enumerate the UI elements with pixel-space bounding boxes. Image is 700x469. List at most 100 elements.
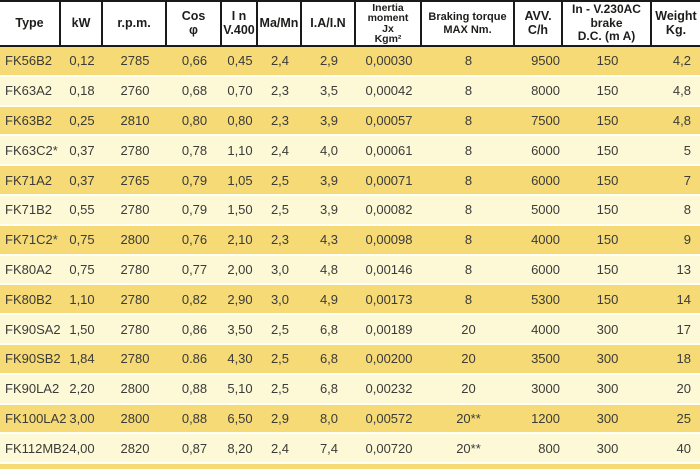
cell-weight: 4,2 [672, 53, 691, 69]
table-row: FK63A2 0,18 2760 0,68 0,70 2,3 3,5 0,000… [0, 76, 700, 107]
cell-inertia: 0,00098 [365, 232, 413, 248]
cell-weight: 25 [676, 410, 691, 426]
cell-avv: 800 [538, 440, 560, 456]
cell-cos-phi: 0,66 [181, 53, 208, 69]
cell-type: FK112MB2 [5, 440, 70, 456]
cell-cos-phi: 0,80 [181, 112, 208, 128]
cell-cos-phi: 0,78 [181, 142, 208, 158]
cell-inertia: 0,00200 [365, 351, 413, 367]
cell-brake-dc: 300 [596, 321, 619, 337]
cell-avv: 3000 [531, 381, 560, 397]
cell-in-v400: 3,50 [227, 321, 253, 337]
cell-brake-dc: 150 [596, 202, 619, 218]
cell-inertia: 0,00720 [365, 440, 413, 456]
cell-in-v400: 5,10 [227, 381, 253, 397]
cell-inertia: 0,00057 [365, 112, 413, 128]
cell-kw: 1,84 [69, 351, 95, 367]
cell-cos-phi: 0,87 [181, 440, 208, 456]
table-row: FK63C2* 0,37 2780 0,78 1,10 2,4 4,0 0,00… [0, 136, 700, 167]
cell-kw: 1,10 [69, 291, 95, 307]
table-header: Type kW r.p.m. Cos φ I n V.400 Ma/Mn I.A… [0, 0, 700, 47]
cell-avv: 8000 [531, 83, 560, 99]
cell-avv: 1200 [531, 410, 560, 426]
cell-type: FK90SB2 [5, 351, 61, 367]
cell-rpm: 2780 [120, 261, 150, 277]
cell-weight: 5 [683, 142, 691, 158]
cell-kw: 0,75 [69, 261, 95, 277]
cell-type: FK90LA2 [5, 381, 60, 397]
cell-weight: 9 [683, 232, 691, 248]
cell-avv: 4000 [531, 232, 560, 248]
cell-cos-phi: 0,86 [181, 321, 208, 337]
cell-inertia: 0,00030 [365, 53, 413, 69]
table-body: FK56B2 0,12 2785 0,66 0,45 2,4 2,9 0,000… [0, 47, 700, 465]
cell-ma-mn: 2,4 [270, 53, 290, 69]
table-row: FK90SB2 1,84 2780 0.86 4,30 2,5 6,8 0,00… [0, 344, 700, 375]
cell-cos-phi: 0,77 [181, 261, 208, 277]
table-row: FK71A2 0,37 2765 0,79 1,05 2,5 3,9 0,000… [0, 166, 700, 196]
cell-ia-in: 4,9 [319, 291, 339, 307]
cell-ma-mn: 2,3 [270, 232, 290, 248]
cell-ma-mn: 2,5 [270, 202, 290, 218]
table-row: FK71C2* 0,75 2800 0,76 2,10 2,3 4,3 0,00… [0, 225, 700, 256]
table-row: FK112MB2 4,00 2820 0,87 8,20 2,4 7,4 0,0… [0, 434, 700, 465]
cell-in-v400: 1,05 [227, 172, 253, 188]
cell-inertia: 0,00572 [365, 410, 413, 426]
cell-avv: 5000 [531, 202, 560, 218]
cell-kw: 4,00 [69, 440, 95, 456]
cell-braking-torque: 8 [464, 83, 473, 99]
cell-brake-dc: 150 [596, 261, 619, 277]
cell-avv: 5300 [531, 291, 560, 307]
cell-ma-mn: 2,5 [270, 172, 290, 188]
cell-avv: 6000 [531, 261, 560, 277]
cell-braking-torque: 20 [461, 351, 476, 367]
cell-weight: 7 [683, 172, 691, 188]
cell-cos-phi: 0.86 [181, 351, 208, 367]
cell-kw: 0,55 [69, 202, 95, 218]
cell-ia-in: 8,0 [319, 410, 339, 426]
cell-cos-phi: 0,68 [181, 83, 208, 99]
cell-kw: 0,75 [69, 232, 95, 248]
cell-brake-dc: 300 [596, 410, 619, 426]
cell-rpm: 2800 [120, 232, 150, 248]
cell-rpm: 2820 [120, 440, 150, 456]
cell-weight: 14 [676, 291, 691, 307]
cell-braking-torque: 8 [464, 112, 473, 128]
cell-ia-in: 6,8 [319, 381, 339, 397]
cell-cos-phi: 0,79 [181, 172, 208, 188]
cell-in-v400: 0,70 [227, 83, 253, 99]
table-row: FK71B2 0,55 2780 0,79 1,50 2,5 3,9 0,000… [0, 195, 700, 226]
cell-kw: 0,37 [69, 142, 95, 158]
cell-ia-in: 4,0 [319, 142, 339, 158]
cell-type: FK63B2 [5, 112, 52, 128]
cell-cos-phi: 0,88 [181, 410, 208, 426]
cell-ma-mn: 2,4 [270, 440, 290, 456]
cell-kw: 1,50 [69, 321, 95, 337]
bottom-row-sliver [0, 464, 700, 469]
cell-in-v400: 2,90 [227, 291, 253, 307]
cell-cos-phi: 0,76 [181, 232, 208, 248]
column-header-ia-in: I.A/I.N [302, 2, 356, 45]
cell-inertia: 0,00071 [365, 172, 413, 188]
cell-inertia: 0,00146 [365, 261, 413, 277]
cell-rpm: 2780 [120, 351, 150, 367]
cell-inertia: 0,00042 [365, 83, 413, 99]
cell-kw: 2,20 [69, 381, 95, 397]
cell-ia-in: 3,9 [319, 112, 339, 128]
cell-in-v400: 1,50 [227, 202, 253, 218]
cell-braking-torque: 8 [464, 172, 473, 188]
cell-braking-torque: 20 [461, 321, 476, 337]
cell-avv: 6000 [531, 142, 560, 158]
cell-weight: 17 [676, 321, 691, 337]
cell-ia-in: 6,8 [319, 321, 339, 337]
cell-kw: 3,00 [69, 410, 95, 426]
cell-avv: 6000 [531, 172, 560, 188]
cell-weight: 40 [676, 440, 691, 456]
cell-in-v400: 8,20 [227, 440, 253, 456]
cell-braking-torque: 20 [461, 381, 476, 397]
cell-in-v400: 6,50 [227, 410, 253, 426]
cell-rpm: 2785 [120, 53, 150, 69]
column-header-ma-mn: Ma/Mn [258, 2, 302, 45]
cell-ia-in: 4,8 [319, 261, 339, 277]
